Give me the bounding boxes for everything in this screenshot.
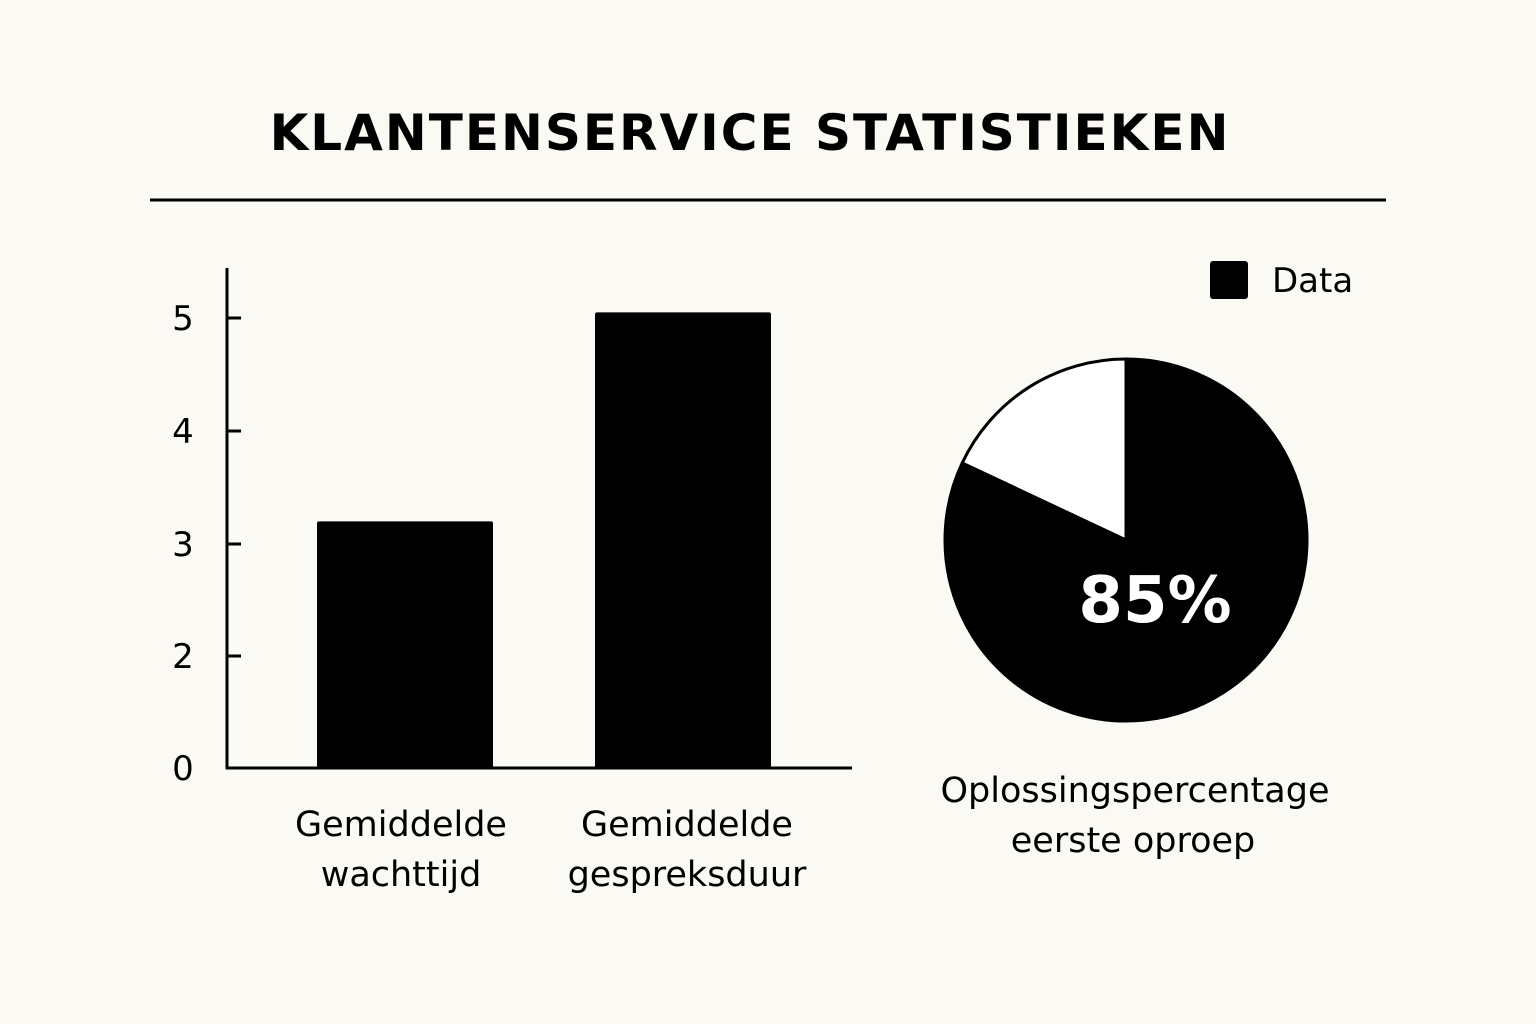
legend: Data — [1210, 261, 1353, 301]
pie-chart: 85% Oplossingspercentage eerste oproep — [941, 359, 1330, 861]
y-tick-label: 3 — [172, 525, 194, 565]
pie-slices — [945, 359, 1307, 721]
bars — [317, 312, 771, 768]
legend-label: Data — [1272, 261, 1353, 301]
y-tick-label: 4 — [172, 412, 194, 452]
pie-caption-line-1: Oplossingspercentage — [941, 771, 1330, 811]
y-ticks: 0 2 3 4 5 — [172, 299, 241, 789]
y-tick-label: 0 — [172, 749, 194, 789]
chart-title: KLANTENSERVICE STATISTIEKEN — [270, 104, 1231, 162]
pie-caption-line-2: eerste oproep — [1011, 821, 1256, 861]
bar-chart: 0 2 3 4 5 Gemiddelde wachttijd Gemiddelde gespr… — [172, 268, 852, 895]
pie-center-label: 85% — [1078, 564, 1231, 638]
category-label: wachttijd — [321, 855, 482, 895]
category-label: gespreksduur — [568, 855, 807, 895]
category-label: Gemiddelde — [581, 805, 793, 845]
category-label: Gemiddelde — [295, 805, 507, 845]
bar — [317, 521, 493, 768]
y-tick-label: 2 — [172, 637, 194, 677]
chart-canvas: KLANTENSERVICE STATISTIEKEN 0 2 3 4 5 Gemidd… — [0, 0, 1536, 1024]
y-tick-label: 5 — [172, 299, 194, 339]
category-labels: Gemiddelde wachttijd Gemiddelde gespreksduu… — [295, 805, 807, 895]
bar — [595, 312, 771, 768]
legend-swatch — [1210, 261, 1248, 299]
